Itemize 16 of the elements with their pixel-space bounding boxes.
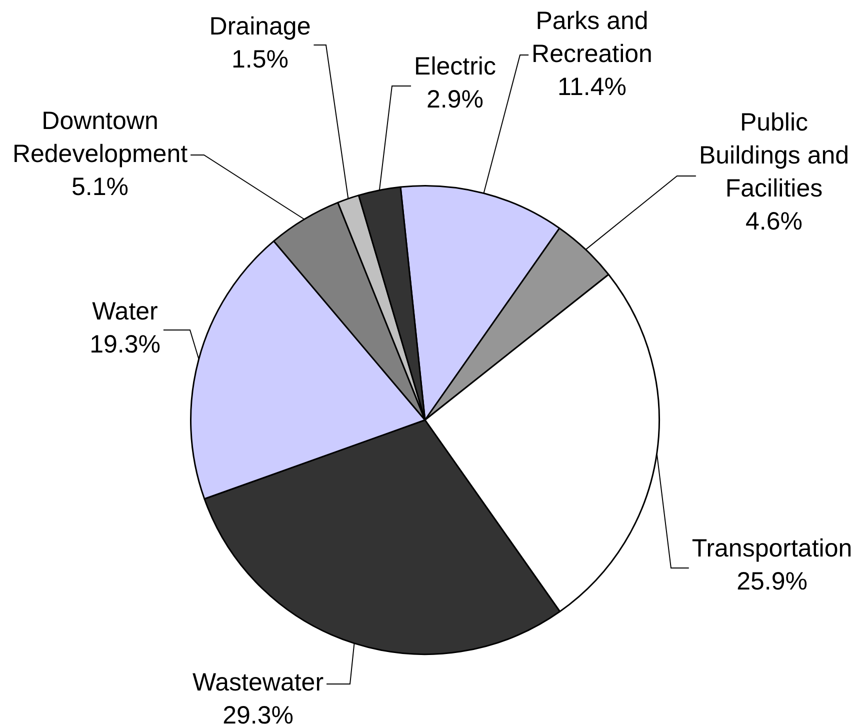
data-label: 1.5% (232, 45, 288, 74)
data-label: 5.1% (72, 172, 128, 201)
data-label: 29.3% (222, 701, 294, 728)
data-label: 19.3% (90, 330, 160, 358)
slice-label: Transportation (692, 534, 852, 562)
data-label: 11.4% (557, 72, 627, 101)
data-label: 2.9% (426, 85, 484, 114)
slice-label: Electric (414, 52, 496, 80)
slice-label: Water (92, 297, 158, 326)
slice-label: Downtown Redevelopment (12, 106, 188, 168)
data-label: 25.9% (736, 567, 808, 596)
data-label: 4.6% (746, 207, 802, 236)
slice-label: Drainage (209, 12, 311, 40)
slice-label: Wastewater (192, 668, 324, 696)
slice-label: Public Buildings and Facilities (698, 108, 850, 202)
slice-label: Parks and Recreation (532, 6, 652, 68)
